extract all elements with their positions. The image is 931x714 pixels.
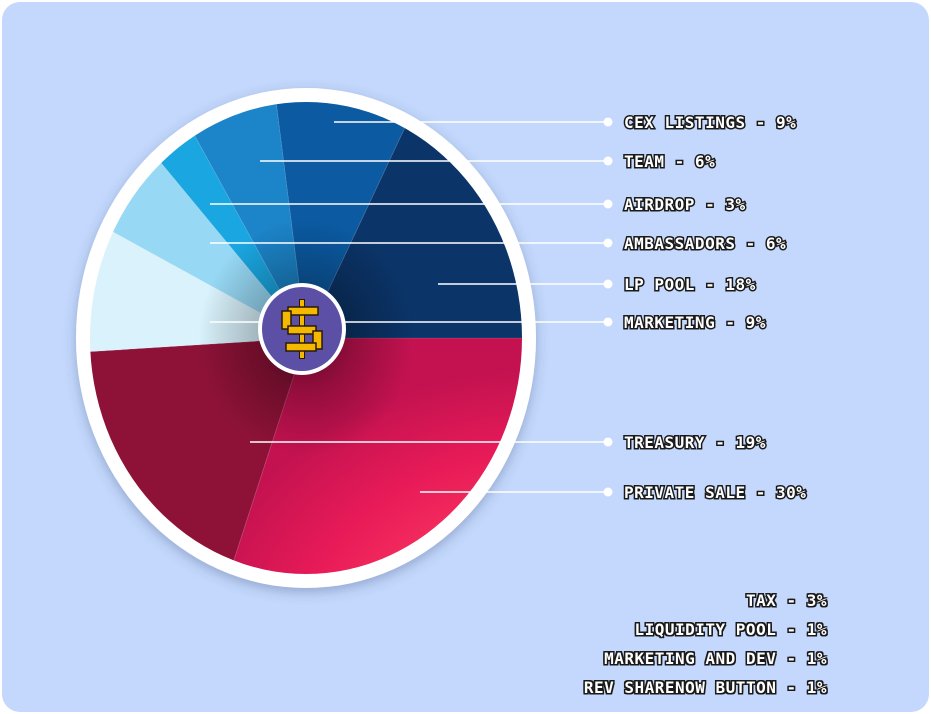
slice-label-cex-listings: CEX LISTINGS - 9% (624, 113, 796, 132)
tax-list: TAX - 3% LIQUIDITY POOL - 1% MARKETING A… (584, 586, 827, 702)
tax-item: REV SHARENOW BUTTON - 1% (583, 678, 827, 697)
leader-dot-private-sale (603, 487, 613, 497)
leader-dot-treasury (603, 437, 613, 447)
center-badge (258, 283, 346, 375)
slice-label-ambassadors: AMBASSADORS - 6% (624, 234, 786, 253)
leader-dot-ambassadors (603, 238, 613, 248)
slice-label-airdrop: AIRDROP - 3% (624, 195, 746, 214)
slice-label-marketing: MARKETING - 9% (624, 313, 766, 332)
tax-item: MARKETING AND DEV - 1% (604, 649, 827, 668)
leader-dot-marketing (603, 317, 613, 327)
leader-dot-airdrop (603, 199, 613, 209)
slice-label-treasury: TREASURY - 19% (624, 433, 766, 452)
leader-dot-cex-listings (603, 117, 613, 127)
slice-label-team: TEAM - 6% (624, 152, 715, 171)
slice-label-private-sale: PRIVATE SALE - 30% (624, 483, 806, 502)
slice-label-lp-pool: LP POOL - 18% (624, 275, 756, 294)
leader-dot-lp-pool (603, 279, 613, 289)
dollar-icon (281, 299, 323, 359)
tax-item: LIQUIDITY POOL - 1% (634, 620, 827, 639)
tax-item: TAX - 3% (745, 591, 827, 610)
leader-dot-team (603, 156, 613, 166)
